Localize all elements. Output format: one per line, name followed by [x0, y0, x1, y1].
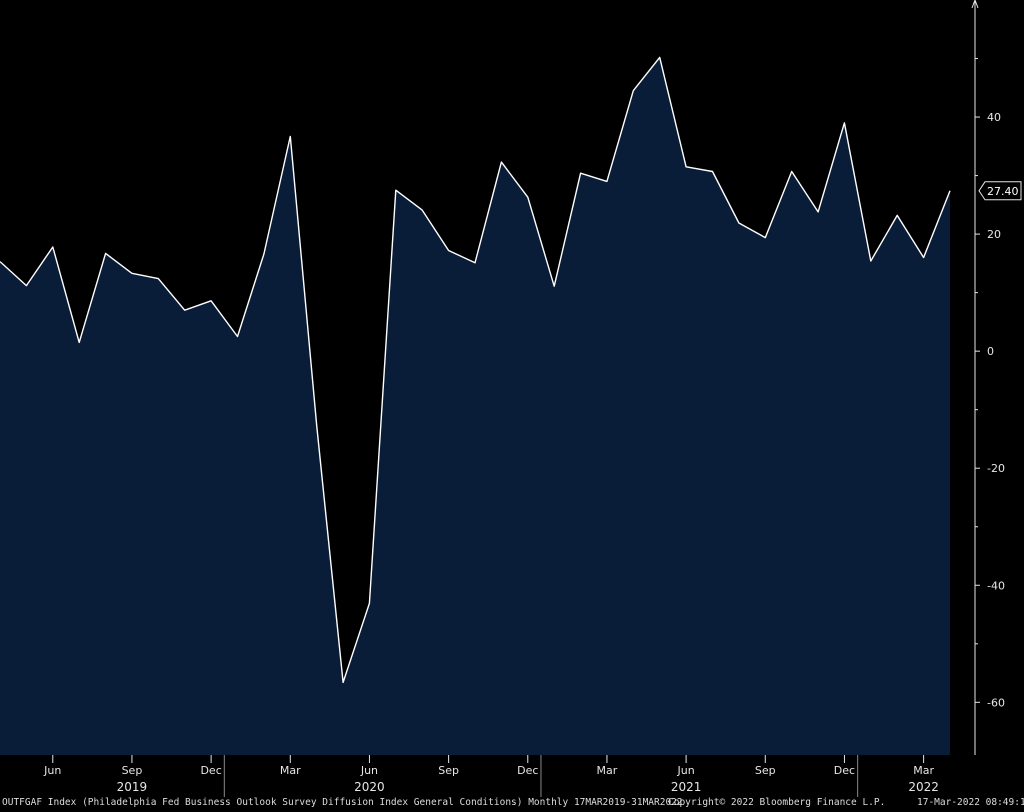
- y-tick-label: 0: [987, 345, 994, 358]
- plot-area: [0, 56, 951, 755]
- year-label: 2019: [117, 780, 148, 794]
- x-tick-label: Dec: [834, 764, 855, 777]
- year-label: 2021: [671, 780, 702, 794]
- series-area: [0, 57, 950, 755]
- x-tick-label: Jun: [677, 764, 695, 777]
- year-label: 2022: [908, 780, 939, 794]
- x-tick-label: Dec: [200, 764, 221, 777]
- security-description: OUTFGAF Index (Philadelphia Fed Business…: [2, 797, 683, 808]
- y-tick-label: -40: [987, 579, 1005, 592]
- timestamp: 17-Mar-2022 08:49:17: [917, 797, 1024, 808]
- y-tick-label: -20: [987, 462, 1005, 475]
- x-tick-label: Sep: [755, 764, 776, 777]
- last-value-tag: [978, 181, 1022, 201]
- x-tick-label: Jun: [360, 764, 378, 777]
- x-tick-label: Sep: [438, 764, 459, 777]
- x-axis: Jun Sep Dec Mar Jun Sep Dec Mar Jun Sep Dec Mar 2019…: [43, 755, 939, 797]
- copyright-notice: Copyright© 2022 Bloomberg Finance L.P.: [668, 797, 886, 808]
- series-line: [0, 56, 951, 684]
- x-tick-label: Sep: [122, 764, 143, 777]
- last-value-label: 27.40: [987, 185, 1019, 198]
- x-tick-label: Jun: [43, 764, 61, 777]
- x-tick-label: Mar: [280, 764, 301, 777]
- x-tick-label: Dec: [517, 764, 538, 777]
- year-label: 2020: [354, 780, 385, 794]
- y-tick-label: 20: [987, 228, 1001, 241]
- x-tick-label: Mar: [913, 764, 934, 777]
- y-tick-label: 40: [987, 111, 1001, 124]
- y-axis: -60 -40 -20 0 20 40 27.40: [971, 0, 1022, 755]
- x-tick-label: Mar: [597, 764, 618, 777]
- y-axis-arrow: [971, 0, 979, 9]
- y-tick-label: -60: [987, 696, 1005, 709]
- chart-footer: OUTFGAF Index (Philadelphia Fed Business…: [0, 797, 1024, 812]
